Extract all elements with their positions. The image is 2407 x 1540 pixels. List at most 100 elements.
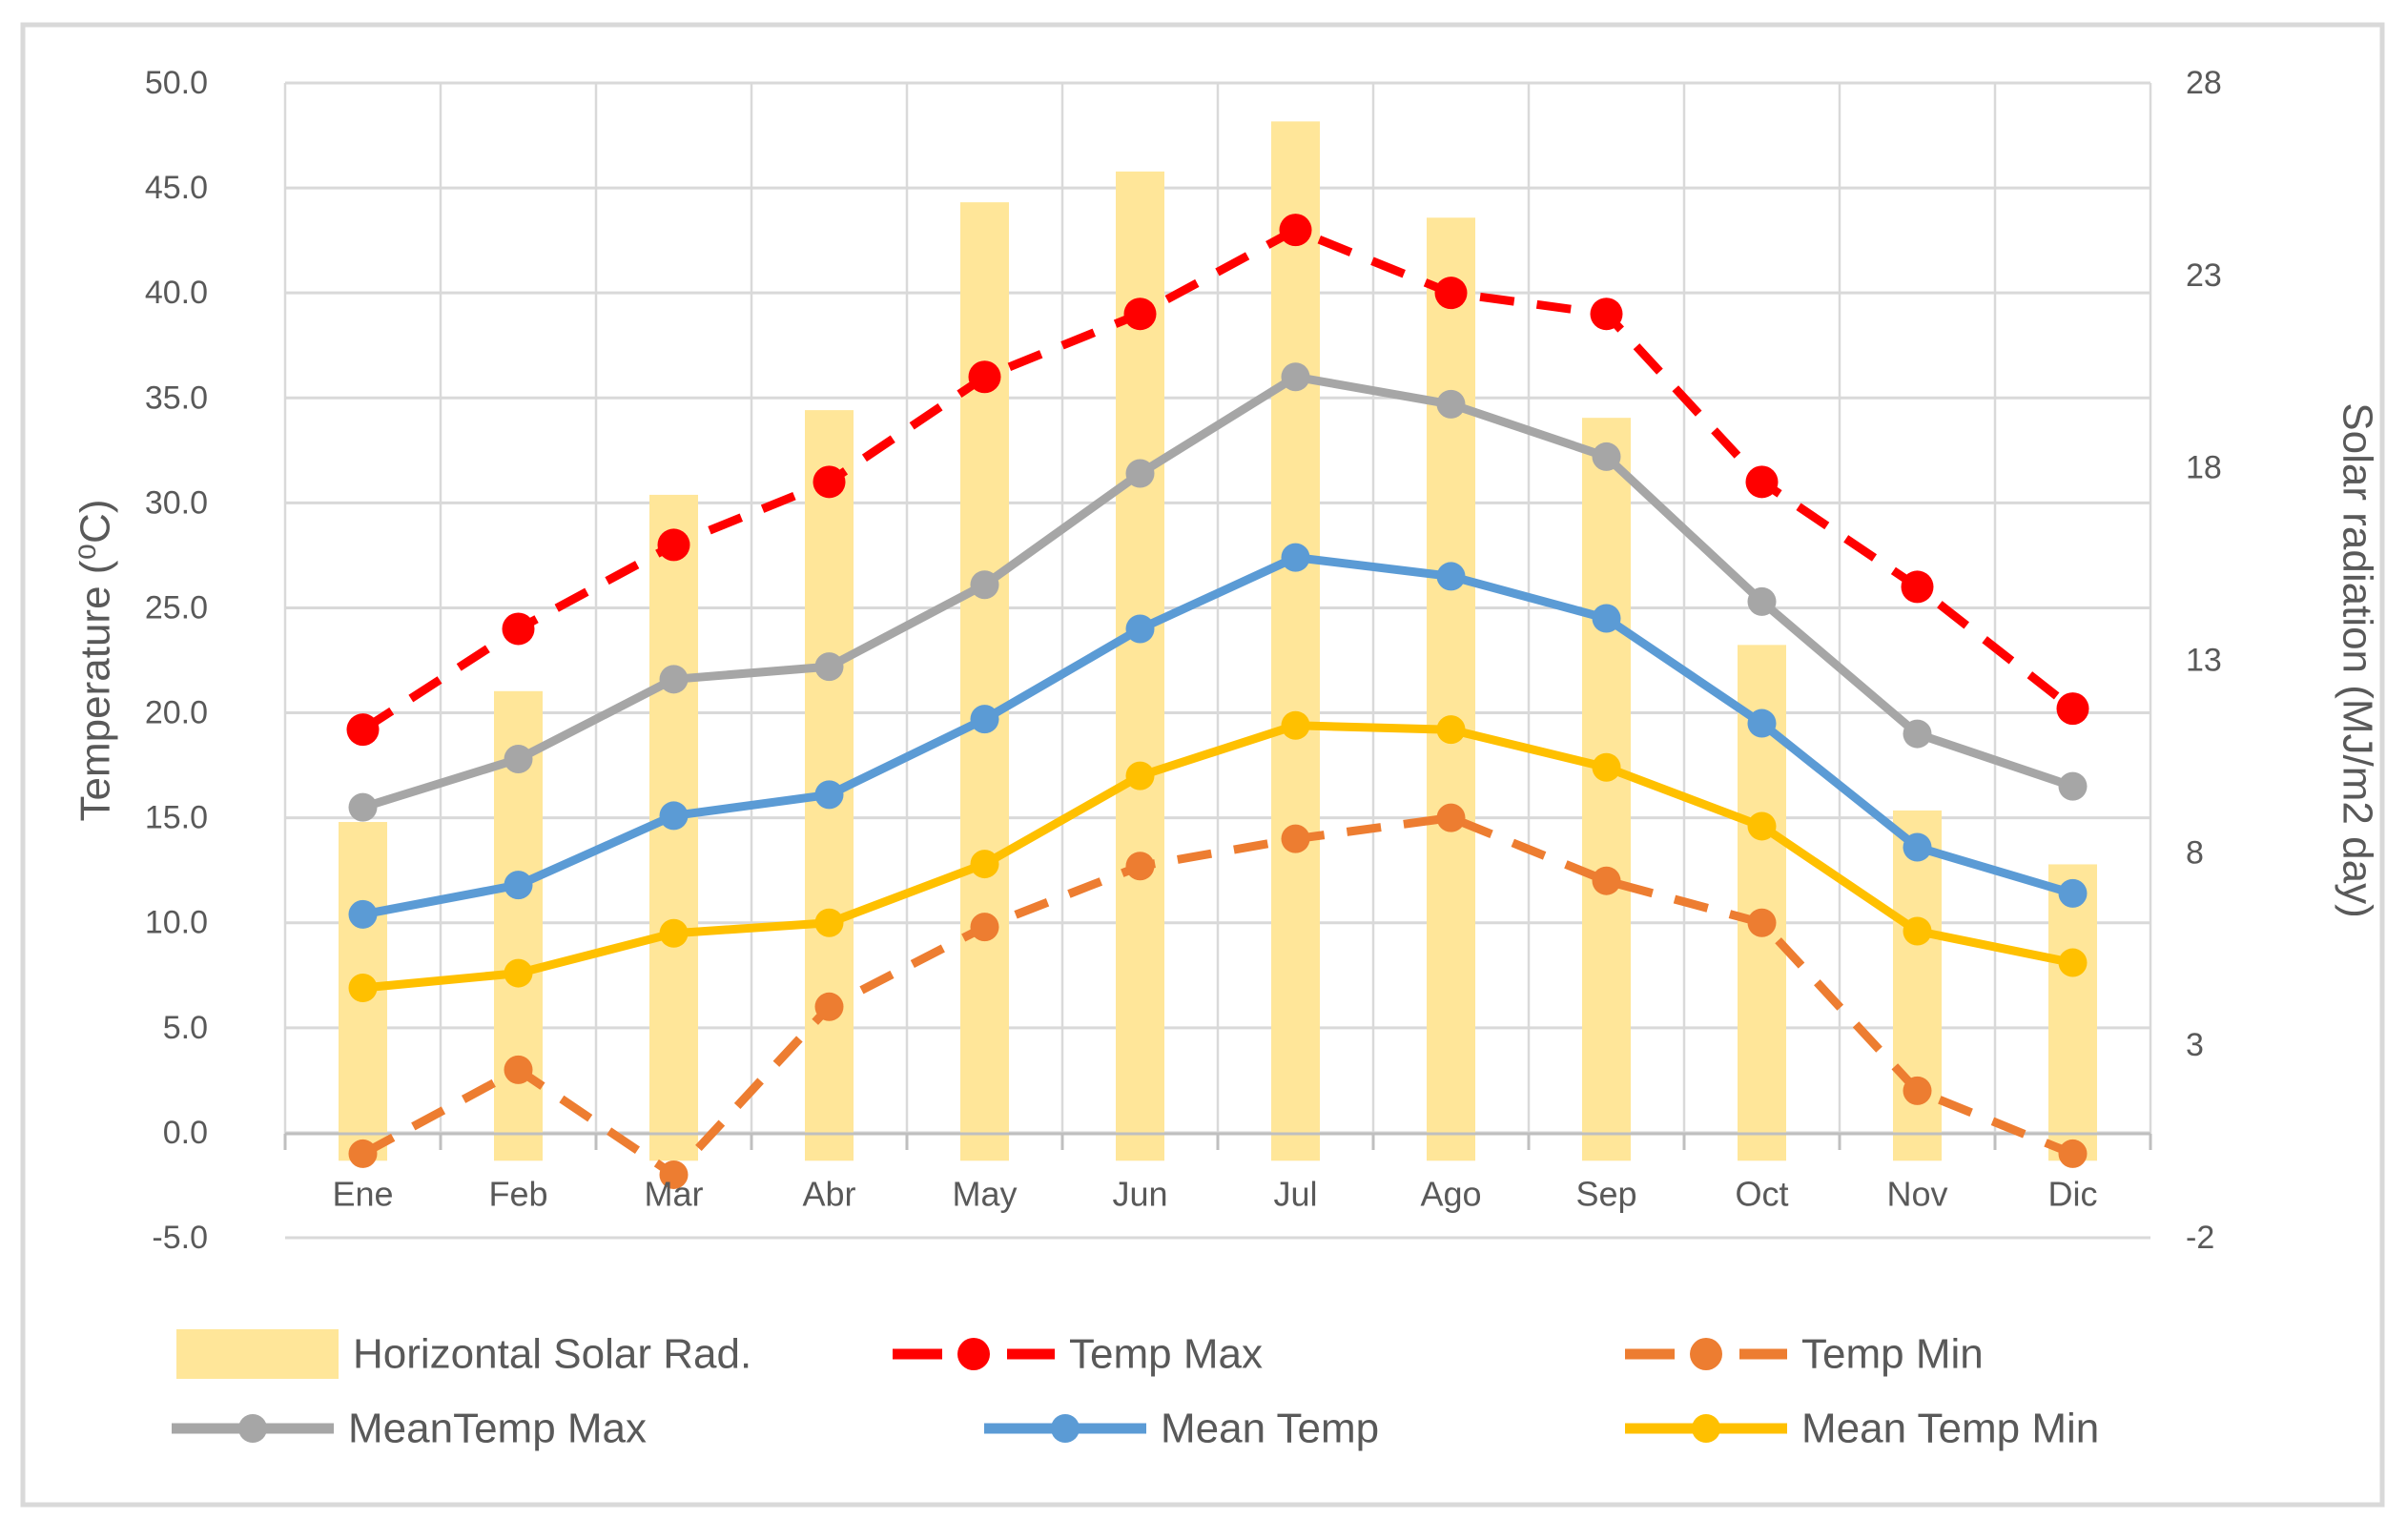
y-axis-tick-label: 30.0: [145, 484, 208, 521]
marker-temp-max-Ago: [1434, 277, 1468, 310]
marker-mean-temp-min-Dic: [2058, 948, 2088, 977]
x-axis-label-sep: Sep: [1575, 1175, 1636, 1214]
series-mean-temp-min: [348, 710, 2088, 1002]
y2-axis-tick-label: 18: [2186, 450, 2222, 486]
legend-item-temp-max: [893, 1338, 1055, 1370]
legend-item-temp-min: [1625, 1338, 1787, 1370]
marker-temp-min-Feb: [504, 1055, 533, 1084]
marker-temp-min-Sep: [1592, 866, 1621, 895]
marker-temp-max-May: [968, 360, 1001, 394]
marker-meantemp-max-Ago: [1436, 389, 1466, 419]
legend-label-meantemp-max: MeanTemp Max: [348, 1406, 647, 1452]
legend-label-mean-temp: Mean Temp: [1161, 1406, 1379, 1452]
marker-mean-temp-min-May: [970, 850, 999, 879]
marker-meantemp-max-Nov: [1903, 719, 1932, 749]
x-axis-label-jul: Jul: [1273, 1175, 1317, 1214]
x-axis-label-dic: Dic: [2048, 1175, 2098, 1214]
series-meantemp-max: [348, 362, 2088, 822]
marker-meantemp-max-Mar: [659, 665, 689, 694]
y2-axis-tick-label: -2: [2186, 1220, 2214, 1256]
y-axis-tick-label: -5.0: [152, 1220, 208, 1256]
legend-item-horizontal-solar-rad-: [176, 1329, 339, 1379]
marker-mean-temp-Dic: [2058, 878, 2088, 908]
marker-mean-temp-min-Mar: [659, 918, 689, 948]
marker-mean-temp-min-Ago: [1436, 715, 1466, 745]
marker-temp-min-May: [970, 913, 999, 942]
y2-axis-tick-label: 3: [2186, 1027, 2204, 1063]
x-axis-label-abr: Abr: [802, 1175, 855, 1214]
marker-meantemp-max-Feb: [504, 744, 533, 773]
legend-marker-mean-temp-min: [1692, 1414, 1720, 1443]
legend-item-meantemp-max: [172, 1414, 334, 1443]
x-axis-label-ene: Ene: [332, 1175, 393, 1214]
marker-meantemp-max-Dic: [2058, 771, 2088, 801]
series-line-mean-temp-min: [362, 721, 2074, 993]
bar-Nov: [1893, 810, 1942, 1161]
marker-temp-max-Nov: [1901, 570, 1934, 604]
marker-temp-max-Sep: [1590, 298, 1623, 331]
legend-label-temp-max: Temp Max: [1069, 1331, 1263, 1378]
marker-mean-temp-min-Jun: [1125, 761, 1155, 791]
marker-mean-temp-Sep: [1592, 604, 1621, 633]
marker-meantemp-max-Jun: [1125, 459, 1155, 488]
marker-temp-max-Mar: [657, 528, 690, 562]
chart-frame: [20, 22, 2385, 1508]
marker-mean-temp-Oct: [1747, 708, 1777, 738]
legend-item-mean-temp-min: [1625, 1414, 1787, 1443]
marker-temp-max-Jul: [1279, 214, 1312, 247]
y-axis-tick-label: 40.0: [145, 275, 208, 311]
bar-Sep: [1582, 418, 1631, 1161]
marker-meantemp-max-Ene: [348, 792, 378, 822]
marker-temp-max-Dic: [2056, 692, 2089, 726]
bar-Jul: [1271, 121, 1320, 1161]
bar-Jun: [1116, 171, 1164, 1161]
legend: [172, 1329, 1787, 1443]
series-mean-temp: [348, 543, 2088, 929]
marker-mean-temp-Ago: [1436, 562, 1466, 591]
y-axis-tick-label: 45.0: [145, 170, 208, 206]
marker-mean-temp-Jun: [1125, 614, 1155, 644]
legend-swatch-horizontal-solar-rad-: [176, 1329, 339, 1379]
marker-temp-min-Ene: [348, 1139, 378, 1168]
marker-mean-temp-min-Feb: [504, 958, 533, 988]
marker-temp-max-Abr: [813, 465, 846, 499]
legend-label-mean-temp-min: Mean Temp Min: [1801, 1406, 2099, 1452]
x-axis-label-oct: Oct: [1735, 1175, 1788, 1214]
series-line-meantemp-max: [361, 372, 2074, 811]
legend-marker-mean-temp: [1051, 1414, 1080, 1443]
legend-label-horizontal-solar-rad-: Horizontal Solar Rad.: [353, 1331, 751, 1378]
series-temp-max: [346, 214, 2089, 747]
legend-label-temp-min: Temp Min: [1801, 1331, 1984, 1378]
marker-temp-min-Mar: [659, 1160, 689, 1189]
series-temp-min: [348, 803, 2088, 1189]
marker-temp-max-Feb: [502, 612, 535, 646]
marker-mean-temp-Feb: [504, 871, 533, 900]
marker-meantemp-max-May: [970, 570, 999, 600]
y-axis-tick-label: 15.0: [145, 800, 208, 836]
marker-mean-temp-min-Oct: [1747, 811, 1777, 841]
y-axis-tick-label: 0.0: [163, 1115, 208, 1151]
x-axis-label-feb: Feb: [488, 1175, 547, 1214]
y-axis-tick-label: 50.0: [145, 65, 208, 101]
y-axis-tick-label: 5.0: [163, 1010, 208, 1046]
marker-temp-min-Jul: [1281, 824, 1310, 853]
x-axis-label-may: May: [952, 1175, 1017, 1214]
y-axis-tick-label: 35.0: [145, 380, 208, 416]
marker-temp-max-Jun: [1123, 298, 1157, 331]
marker-temp-min-Nov: [1903, 1076, 1932, 1105]
legend-marker-temp-min: [1690, 1338, 1722, 1370]
marker-temp-min-Ago: [1436, 803, 1466, 832]
marker-temp-max-Oct: [1745, 465, 1779, 499]
legend-item-mean-temp: [984, 1414, 1146, 1443]
marker-meantemp-max-Jul: [1281, 362, 1310, 392]
marker-temp-min-Jun: [1125, 852, 1155, 881]
bar-Dic: [2048, 864, 2097, 1161]
legend-marker-temp-max: [957, 1338, 990, 1370]
series-line-temp-max: [360, 225, 2076, 733]
gridlines: [283, 81, 2152, 1240]
y-axis-tick-label: 20.0: [145, 695, 208, 731]
marker-mean-temp-Nov: [1903, 832, 1932, 862]
marker-mean-temp-min-Jul: [1281, 710, 1310, 740]
